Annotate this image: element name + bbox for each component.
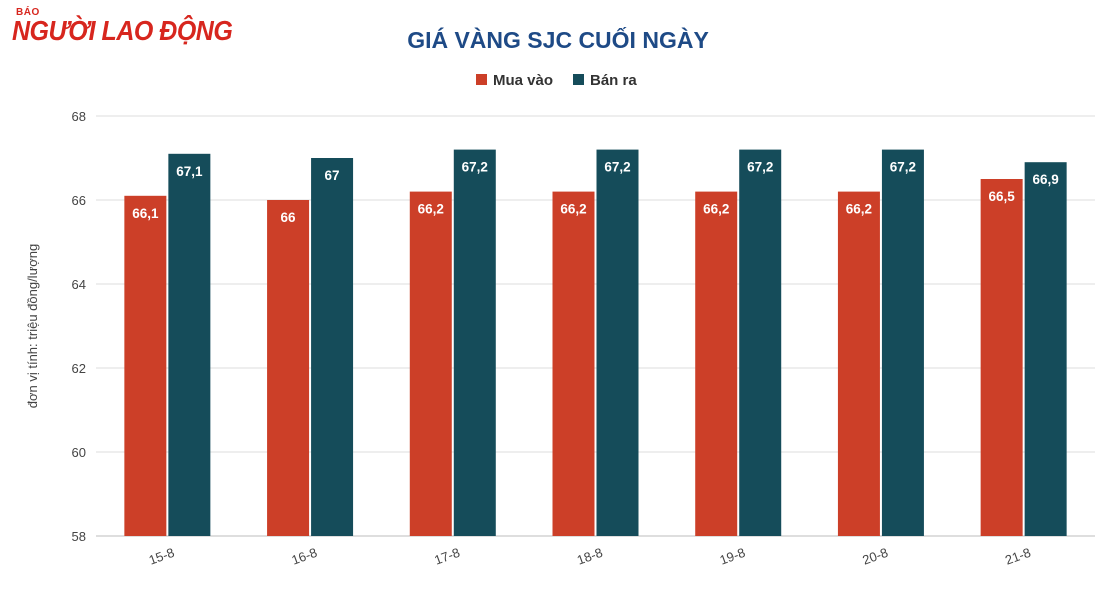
x-tick-label: 20-8 (860, 545, 890, 568)
y-tick-label: 62 (72, 361, 86, 376)
bar-mua-vao (980, 179, 1023, 536)
x-axis-ticks: 15-8 16-8 17-8 18-8 19-8 20-8 21-8 (147, 545, 1033, 568)
data-label: 67,2 (747, 160, 773, 175)
legend-swatch-mua-vao (476, 74, 487, 85)
data-label: 67 (325, 168, 340, 183)
data-label: 66,2 (846, 202, 872, 217)
bar-mua-vao (267, 200, 310, 536)
legend: Mua vào Bán ra (476, 72, 637, 89)
y-tick-label: 66 (72, 193, 86, 208)
data-label: 66,9 (1033, 172, 1059, 187)
bar-mua-vao (124, 195, 167, 537)
legend-label-ban-ra: Bán ra (590, 72, 637, 89)
y-tick-label: 64 (72, 277, 86, 292)
bar-mua-vao (695, 191, 738, 536)
gridlines (96, 115, 1095, 537)
data-label: 66,2 (560, 202, 586, 217)
data-label: 66,1 (132, 206, 159, 221)
brand-logo: BÁO NGƯỜI LAO ĐỘNG (12, 7, 233, 47)
bar-mua-vao (409, 191, 452, 536)
logo-small-text: BÁO (16, 7, 40, 18)
y-axis-label: đơn vị tính: triệu đồng/lượng (25, 244, 40, 409)
data-label: 67,2 (604, 160, 630, 175)
x-tick-label: 16-8 (290, 545, 320, 568)
bar-ban-ra (453, 149, 496, 536)
x-tick-label: 18-8 (575, 545, 605, 568)
data-label: 67,2 (462, 160, 488, 175)
x-tick-label: 21-8 (1003, 545, 1033, 568)
bar-ban-ra (168, 153, 211, 537)
y-axis-ticks: 58 60 62 64 66 68 (72, 109, 86, 544)
data-label: 67,2 (890, 160, 916, 175)
y-tick-label: 60 (72, 445, 86, 460)
x-tick-label: 17-8 (432, 545, 462, 568)
legend-label-mua-vao: Mua vào (493, 72, 553, 89)
y-tick-label: 58 (72, 529, 86, 544)
bar-ban-ra (311, 158, 354, 536)
bar-mua-vao (837, 191, 880, 536)
logo-main-text: NGƯỜI LAO ĐỘNG (12, 15, 233, 47)
legend-swatch-ban-ra (573, 74, 584, 85)
data-label: 67,1 (176, 164, 203, 179)
x-tick-label: 19-8 (718, 545, 748, 568)
x-tick-label: 15-8 (147, 545, 177, 568)
data-label: 66,2 (703, 202, 729, 217)
bar-mua-vao (552, 191, 595, 536)
chart-title: GIÁ VÀNG SJC CUỐI NGÀY (407, 26, 709, 53)
y-tick-label: 68 (72, 109, 86, 124)
data-label: 66,2 (418, 202, 444, 217)
bar-ban-ra (881, 149, 924, 536)
bars: 66,1 67,1 66 67 66,2 67,2 66,2 67,2 66,2 67,2 66,2… (124, 149, 1067, 537)
bar-ban-ra (1024, 162, 1067, 536)
data-label: 66,5 (989, 189, 1016, 204)
bar-ban-ra (596, 149, 639, 536)
bar-ban-ra (739, 149, 782, 536)
data-label: 66 (281, 210, 297, 225)
